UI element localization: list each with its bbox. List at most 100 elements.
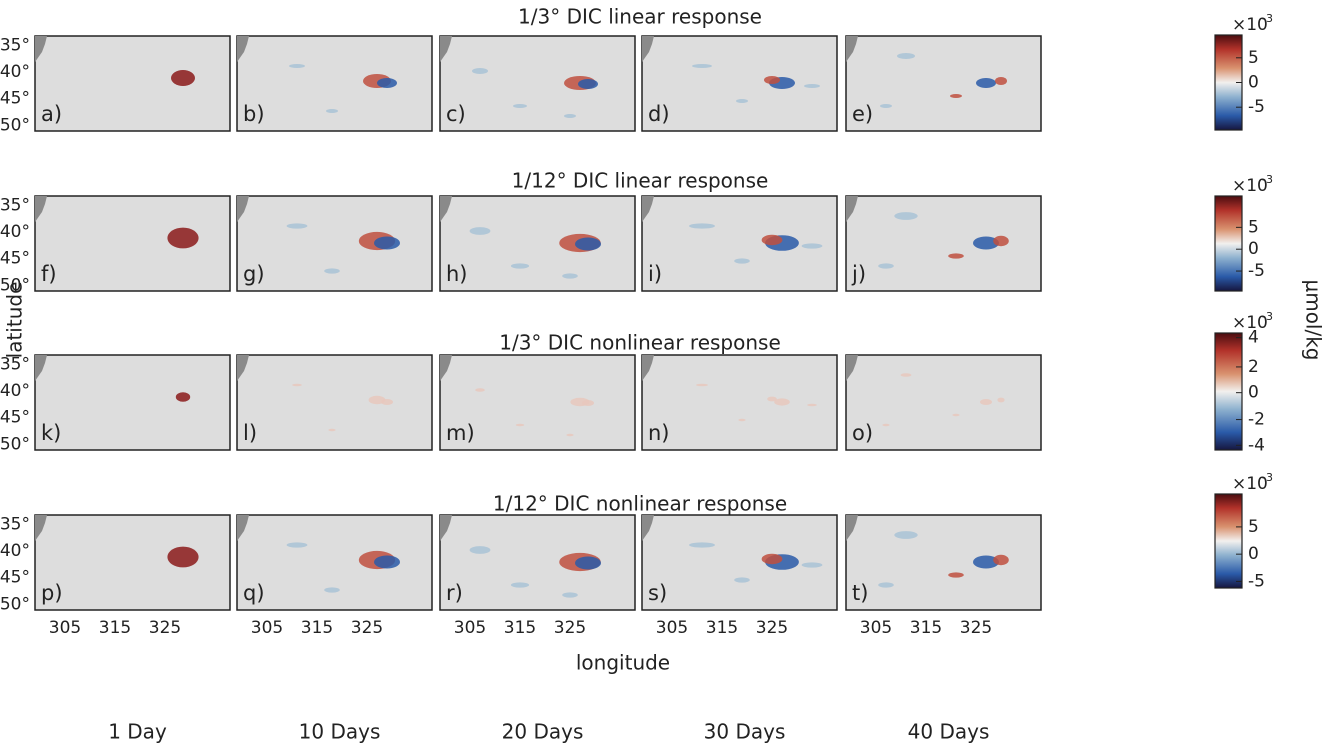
anomaly [582, 400, 594, 406]
panel-label: p) [41, 581, 63, 605]
map-background [236, 195, 433, 292]
y-tick-label: -40° [0, 541, 30, 561]
anomaly [374, 555, 400, 569]
land [846, 515, 858, 541]
land [440, 355, 452, 381]
map-panel [236, 35, 433, 132]
colorbar-tick-label: 0 [1248, 383, 1259, 403]
panel-label: a) [41, 102, 62, 126]
land [35, 196, 47, 222]
anomaly [736, 99, 748, 103]
anomaly [469, 546, 491, 554]
anomaly [167, 546, 199, 568]
panel-label: o) [852, 421, 873, 445]
colorbar-tick-label: 5 [1248, 48, 1259, 68]
map-background [845, 354, 1042, 451]
map-panel [236, 514, 433, 611]
anomaly [993, 554, 1009, 566]
anomaly [897, 53, 915, 59]
map-panel [34, 514, 231, 611]
map-panel [439, 354, 636, 451]
x-tick-label: 315 [99, 618, 131, 638]
y-tick-label: -45° [0, 568, 30, 588]
colorbar-tick-label: 0 [1248, 73, 1259, 93]
x-tick-label: 315 [301, 618, 333, 638]
anomaly [326, 109, 338, 113]
anomaly [381, 399, 393, 405]
anomaly [948, 253, 964, 259]
map-panel [439, 514, 636, 611]
colorbar-scale: ×10 [1232, 176, 1268, 196]
anomaly [689, 542, 715, 548]
land [846, 36, 858, 62]
anomaly [510, 582, 530, 588]
anomaly [513, 104, 527, 108]
colorbar-tick-label: -2 [1248, 410, 1265, 430]
colorbar [1214, 493, 1243, 589]
land [35, 515, 47, 541]
anomaly [774, 398, 790, 406]
anomaly [566, 433, 574, 437]
anomaly [692, 64, 712, 68]
column-label: 20 Days [502, 720, 584, 744]
y-tick-label: -45° [0, 249, 30, 269]
anomaly [952, 413, 960, 417]
land [237, 355, 249, 381]
map-background [439, 354, 636, 451]
x-tick-label: 325 [149, 618, 181, 638]
y-axis-label: latitude [3, 282, 27, 359]
anomaly [801, 562, 823, 568]
panel-label: j) [851, 262, 866, 286]
panel-label: c) [446, 102, 466, 126]
land [237, 36, 249, 62]
colorbar-tick-label: 0 [1248, 239, 1259, 259]
x-tick-label: 305 [454, 618, 486, 638]
colorbar-scale: ×10 [1232, 474, 1268, 494]
colorbar-tick-label: -4 [1248, 435, 1265, 455]
colorbar-tick-label: 5 [1248, 517, 1259, 537]
map-panel [845, 35, 1042, 132]
column-label: 40 Days [908, 720, 990, 744]
anomaly [510, 263, 530, 269]
row-title: 1/12° DIC nonlinear response [493, 492, 787, 516]
anomaly [377, 78, 397, 88]
x-axis-label: longitude [576, 651, 670, 675]
y-tick-label: -40° [0, 62, 30, 82]
anomaly [324, 268, 340, 274]
land [440, 196, 452, 222]
colorbar-tick-label: 2 [1248, 357, 1259, 377]
land [642, 196, 654, 222]
panel-label: l) [243, 421, 257, 445]
anomaly [980, 399, 992, 405]
y-tick-label: -45° [0, 408, 30, 428]
map-background [439, 514, 636, 611]
y-tick-label: -50° [0, 594, 30, 614]
panel-label: b) [243, 102, 265, 126]
anomaly [575, 237, 601, 251]
anomaly [562, 273, 578, 279]
panel-label: n) [648, 421, 670, 445]
anomaly [564, 114, 576, 118]
anomaly [515, 423, 525, 427]
anomaly [175, 392, 191, 402]
anomaly [328, 428, 336, 432]
land [237, 196, 249, 222]
anomaly [286, 542, 308, 548]
colorbar-exponent: -3 [1262, 12, 1273, 25]
map-background [641, 35, 838, 132]
land [846, 355, 858, 381]
map-panel [34, 354, 231, 451]
anomaly [764, 76, 780, 84]
map-panel [439, 35, 636, 132]
anomaly [738, 418, 746, 422]
map-panel [34, 195, 231, 292]
land [440, 36, 452, 62]
anomaly [575, 556, 601, 570]
anomaly [976, 78, 996, 88]
colorbar-exponent: -3 [1262, 471, 1273, 484]
panel-label: r) [446, 581, 463, 605]
colorbar [1214, 195, 1243, 292]
map-background [236, 35, 433, 132]
map-background [641, 195, 838, 292]
